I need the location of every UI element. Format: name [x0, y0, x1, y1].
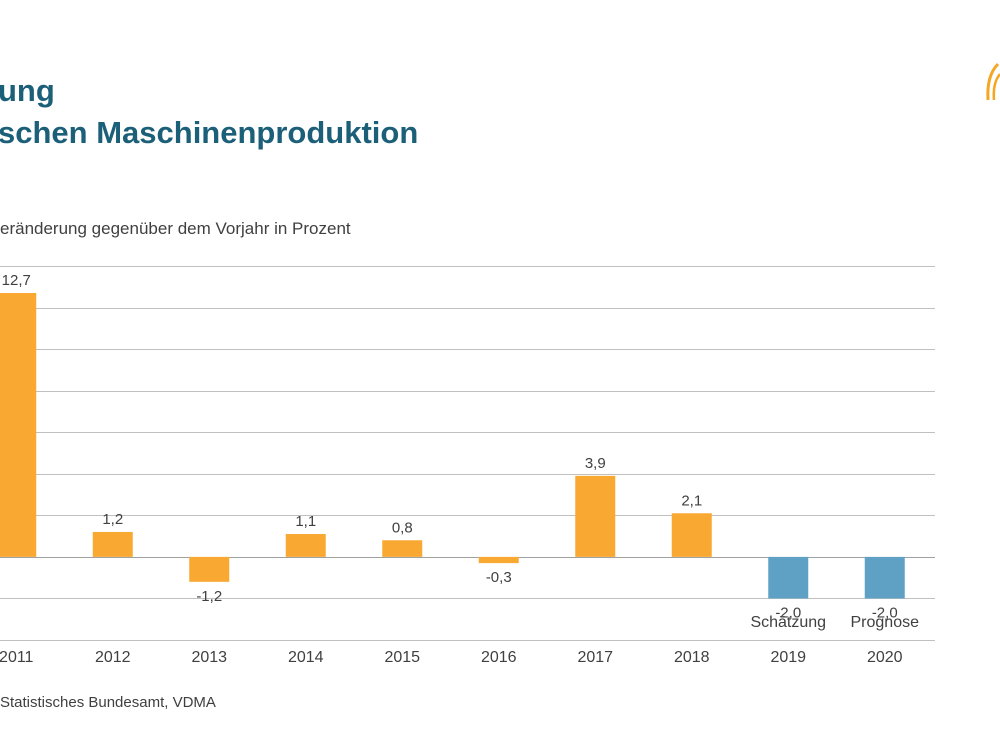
bar-layer	[0, 293, 905, 599]
data-label-2011: 12,7	[2, 272, 31, 289]
data-label-2013: -1,2	[196, 588, 222, 605]
x-tick-label-2017: 2017	[577, 649, 613, 666]
bar-2012	[92, 531, 133, 557]
chart-subtitle: eränderung gegenüber dem Vorjahr in Proz…	[0, 219, 351, 238]
chart-title-line-2: schen Maschinenproduktion	[0, 115, 419, 150]
x-tick-label-2015: 2015	[384, 649, 420, 666]
bar-2013	[189, 556, 230, 582]
data-label-2018: 2,1	[681, 492, 702, 509]
bar-2015	[382, 540, 423, 557]
data-label-2014: 1,1	[295, 513, 316, 530]
data-label-2019: -2,0	[775, 604, 801, 621]
source-note: Statistisches Bundesamt, VDMA	[0, 694, 216, 711]
chart-title: ung schen Maschinenproduktion	[0, 70, 418, 154]
data-label-2016: -0,3	[486, 569, 512, 586]
label-layer: 12,7 2011 1,2 2012 -1,2 2013 1,1 2014 0,8 2015 -0,…	[0, 272, 919, 666]
annotation-2020: Prognose	[851, 614, 920, 631]
data-label-2015: 0,8	[392, 519, 413, 536]
x-tick-label-2012: 2012	[95, 649, 131, 666]
x-tick-label-2020: 2020	[867, 649, 903, 666]
data-label-2020: -2,0	[872, 604, 898, 621]
x-tick-label-2018: 2018	[674, 649, 710, 666]
x-tick-label-2011: 2011	[0, 649, 34, 666]
x-tick-label-2019: 2019	[770, 649, 806, 666]
data-label-2017: 3,9	[585, 455, 606, 472]
bar-2019	[768, 556, 809, 599]
bar-2017	[575, 475, 616, 557]
sun-arc-logo-icon	[986, 62, 1000, 101]
annotation-2019: Schätzung	[750, 614, 826, 631]
x-tick-label-2014: 2014	[288, 649, 324, 666]
bar-2011	[0, 293, 37, 557]
bar-2020	[864, 556, 905, 599]
x-tick-label-2016: 2016	[481, 649, 517, 666]
x-tick-label-2013: 2013	[191, 649, 227, 666]
bar-2018	[671, 513, 712, 557]
bar-2014	[285, 534, 326, 557]
data-label-2012: 1,2	[102, 511, 123, 528]
chart-title-line-1: ung	[0, 73, 55, 108]
bar-2016	[478, 556, 519, 564]
